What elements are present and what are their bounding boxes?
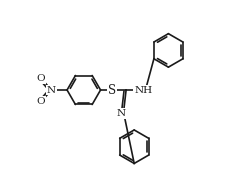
Text: N: N <box>47 86 56 94</box>
Text: O: O <box>37 97 46 106</box>
Text: O: O <box>37 74 46 83</box>
Text: S: S <box>108 84 116 96</box>
Text: N: N <box>117 109 126 118</box>
Text: NH: NH <box>134 86 152 94</box>
